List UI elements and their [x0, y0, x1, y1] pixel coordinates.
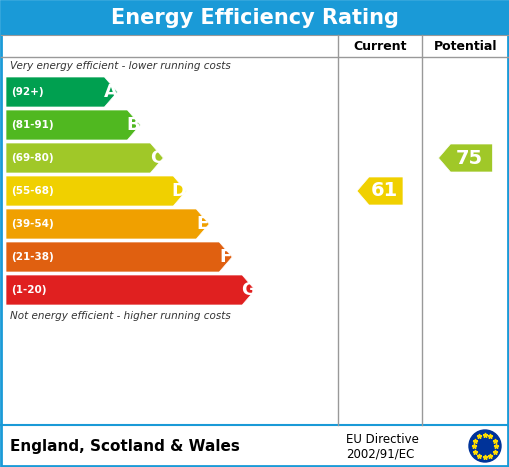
- Polygon shape: [6, 209, 209, 239]
- Text: G: G: [241, 281, 256, 299]
- Text: Energy Efficiency Rating: Energy Efficiency Rating: [110, 7, 399, 28]
- Bar: [1, 1, 508, 35]
- Circle shape: [469, 430, 501, 462]
- Text: 61: 61: [371, 182, 398, 200]
- Text: E: E: [196, 215, 208, 233]
- Text: Very energy efficient - lower running costs: Very energy efficient - lower running co…: [10, 61, 231, 71]
- Polygon shape: [6, 110, 140, 140]
- Text: (69-80): (69-80): [11, 153, 53, 163]
- Text: 75: 75: [456, 149, 483, 168]
- Polygon shape: [6, 143, 163, 173]
- Polygon shape: [6, 176, 186, 206]
- Text: England, Scotland & Wales: England, Scotland & Wales: [10, 439, 240, 453]
- Polygon shape: [438, 144, 493, 172]
- Text: (21-38): (21-38): [11, 252, 54, 262]
- Text: A: A: [103, 83, 118, 101]
- Text: (55-68): (55-68): [11, 186, 54, 196]
- Text: B: B: [127, 116, 140, 134]
- Text: D: D: [172, 182, 187, 200]
- Text: F: F: [219, 248, 231, 266]
- Text: Current: Current: [353, 40, 407, 52]
- Text: (39-54): (39-54): [11, 219, 54, 229]
- Text: Not energy efficient - higher running costs: Not energy efficient - higher running co…: [10, 311, 231, 321]
- Polygon shape: [6, 242, 232, 272]
- Polygon shape: [6, 77, 118, 107]
- Text: EU Directive: EU Directive: [346, 433, 419, 446]
- Text: (92+): (92+): [11, 87, 44, 97]
- Text: C: C: [150, 149, 163, 167]
- Polygon shape: [357, 177, 403, 205]
- Polygon shape: [6, 275, 255, 305]
- Text: (81-91): (81-91): [11, 120, 53, 130]
- Text: (1-20): (1-20): [11, 285, 46, 295]
- Text: 2002/91/EC: 2002/91/EC: [346, 448, 414, 461]
- Text: Potential: Potential: [434, 40, 497, 52]
